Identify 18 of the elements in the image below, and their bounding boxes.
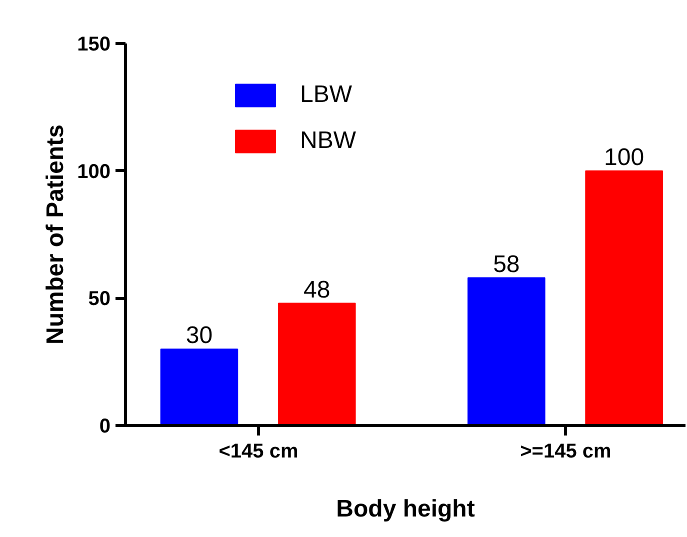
x-axis-title: Body height	[336, 496, 475, 522]
bar	[278, 302, 356, 426]
data-label: 30	[186, 322, 213, 350]
y-tick-label: 50	[88, 288, 111, 310]
x-tick-label: <145 cm	[218, 440, 298, 462]
bar	[585, 170, 663, 426]
y-tick-label: 100	[77, 160, 111, 183]
legend-label: LBW	[300, 81, 352, 109]
data-label: 48	[304, 276, 330, 304]
y-axis-title: Number of Patients	[42, 124, 70, 345]
y-tick-label: 150	[77, 34, 111, 56]
data-label: 58	[493, 250, 520, 278]
data-label: 100	[604, 144, 644, 171]
legend-label: NBW	[300, 127, 356, 155]
bar	[468, 277, 546, 426]
bar	[160, 348, 238, 426]
y-tick-label: 0	[99, 416, 110, 438]
x-tick-label: >=145 cm	[520, 440, 612, 462]
